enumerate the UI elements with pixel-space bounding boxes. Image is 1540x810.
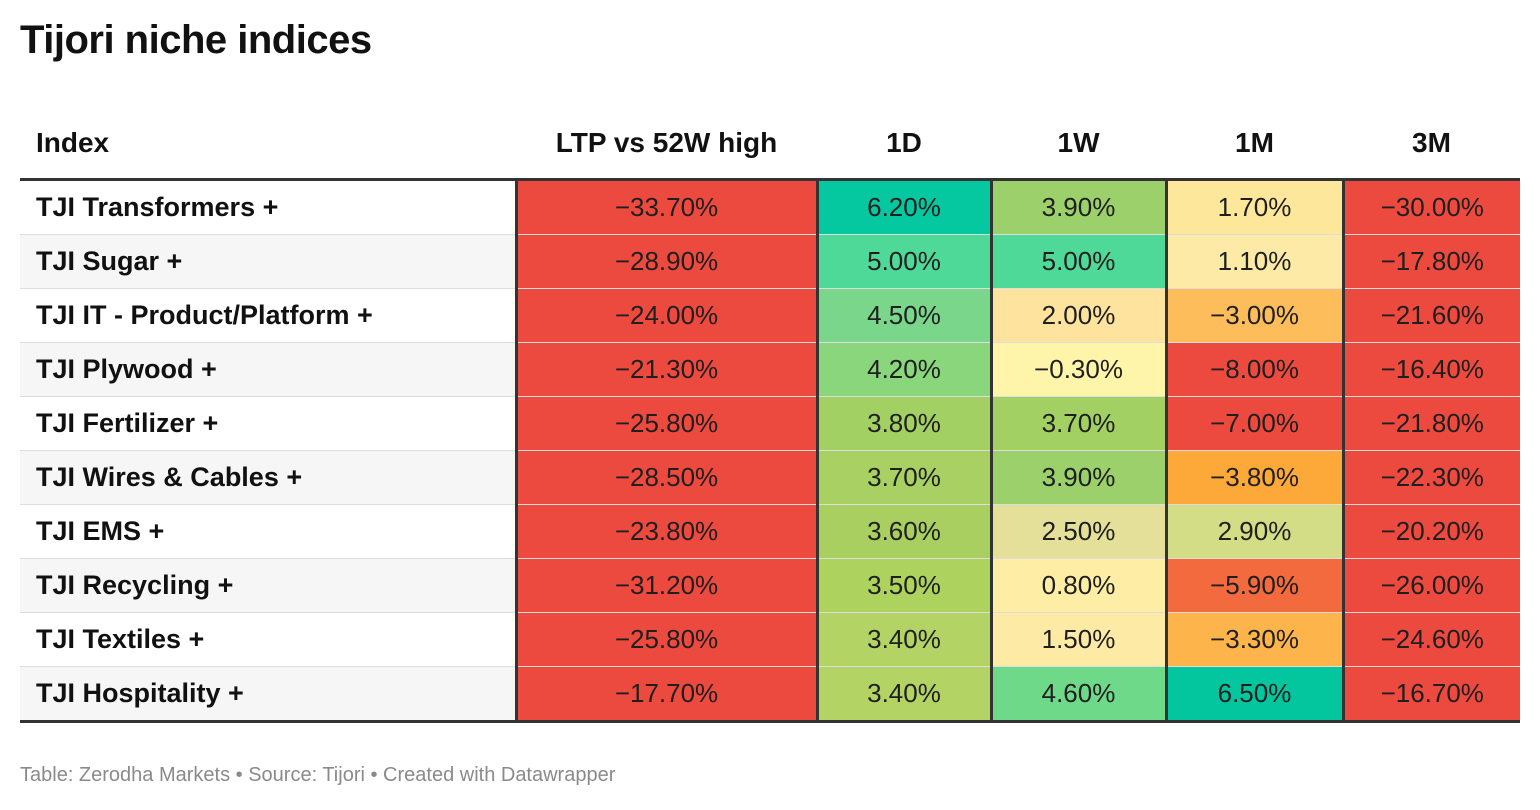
value-cell-1w: 4.60%	[989, 666, 1166, 723]
column-header-1w[interactable]: 1W	[991, 108, 1166, 181]
table-row: TJI Wires & Cables + −28.50% 3.70% 3.90% −3.…	[20, 450, 1520, 505]
column-header-1m[interactable]: 1M	[1166, 108, 1343, 181]
column-header-ltp-vs-52w-high[interactable]: LTP vs 52W high	[516, 108, 817, 181]
value-cell-1w: 3.90%	[989, 450, 1166, 505]
index-name-cell: TJI Plywood +	[20, 342, 516, 397]
value-cell-3m: −21.80%	[1341, 396, 1520, 451]
value-cell-1d: 3.40%	[815, 666, 991, 723]
value-cell-1m: 2.90%	[1164, 504, 1343, 559]
value-cell-ltp-vs-52w-high: −33.70%	[514, 179, 817, 235]
value-cell-ltp-vs-52w-high: −31.20%	[514, 558, 817, 613]
value-cell-ltp-vs-52w-high: −23.80%	[514, 504, 817, 559]
value-cell-1d: 5.00%	[815, 234, 991, 289]
table-row: TJI Hospitality + −17.70% 3.40% 4.60% 6.50% −…	[20, 666, 1520, 723]
indices-table: Index LTP vs 52W high 1D 1W 1M 3M TJI Tr…	[20, 108, 1520, 723]
value-cell-1d: 3.40%	[815, 612, 991, 667]
index-name-cell: TJI Textiles +	[20, 612, 516, 667]
value-cell-1m: 1.10%	[1164, 234, 1343, 289]
index-name-cell: TJI Fertilizer +	[20, 396, 516, 451]
value-cell-ltp-vs-52w-high: −28.90%	[514, 234, 817, 289]
value-cell-1d: 3.50%	[815, 558, 991, 613]
page-title: Tijori niche indices	[20, 18, 372, 62]
value-cell-1d: 3.80%	[815, 396, 991, 451]
table-row: TJI Fertilizer + −25.80% 3.80% 3.70% −7.00% −…	[20, 396, 1520, 451]
table-row: TJI Transformers + −33.70% 6.20% 3.90% 1.70%…	[20, 179, 1520, 235]
value-cell-1d: 3.70%	[815, 450, 991, 505]
value-cell-1d: 4.50%	[815, 288, 991, 343]
value-cell-1w: 3.70%	[989, 396, 1166, 451]
index-name-cell: TJI Wires & Cables +	[20, 450, 516, 505]
table-row: TJI Plywood + −21.30% 4.20% −0.30% −8.00% −16…	[20, 342, 1520, 397]
value-cell-1m: −8.00%	[1164, 342, 1343, 397]
header-row: Index LTP vs 52W high 1D 1W 1M 3M	[20, 108, 1520, 181]
value-cell-3m: −16.70%	[1341, 666, 1520, 723]
value-cell-ltp-vs-52w-high: −28.50%	[514, 450, 817, 505]
table-row: TJI IT - Product/Platform + −24.00% 4.50% 2…	[20, 288, 1520, 343]
index-name-cell: TJI Hospitality +	[20, 666, 516, 723]
footer-credit: Table: Zerodha Markets • Source: Tijori …	[20, 764, 616, 786]
value-cell-1w: 3.90%	[989, 179, 1166, 235]
value-cell-3m: −24.60%	[1341, 612, 1520, 667]
value-cell-3m: −21.60%	[1341, 288, 1520, 343]
index-name-cell: TJI Recycling +	[20, 558, 516, 613]
table-row: TJI EMS + −23.80% 3.60% 2.50% 2.90% −20.20%	[20, 504, 1520, 559]
table-body: TJI Transformers + −33.70% 6.20% 3.90% 1.70%…	[20, 179, 1520, 723]
index-name-cell: TJI Sugar +	[20, 234, 516, 289]
value-cell-3m: −22.30%	[1341, 450, 1520, 505]
table-row: TJI Recycling + −31.20% 3.50% 0.80% −5.90% −2…	[20, 558, 1520, 613]
value-cell-1w: 2.00%	[989, 288, 1166, 343]
value-cell-1d: 4.20%	[815, 342, 991, 397]
value-cell-ltp-vs-52w-high: −17.70%	[514, 666, 817, 723]
column-header-3m[interactable]: 3M	[1343, 108, 1520, 181]
value-cell-3m: −16.40%	[1341, 342, 1520, 397]
value-cell-1m: −3.00%	[1164, 288, 1343, 343]
value-cell-ltp-vs-52w-high: −24.00%	[514, 288, 817, 343]
value-cell-1m: −7.00%	[1164, 396, 1343, 451]
value-cell-1w: 1.50%	[989, 612, 1166, 667]
table-row: TJI Textiles + −25.80% 3.40% 1.50% −3.30% −24…	[20, 612, 1520, 667]
value-cell-1w: 0.80%	[989, 558, 1166, 613]
value-cell-3m: −17.80%	[1341, 234, 1520, 289]
value-cell-1m: −3.80%	[1164, 450, 1343, 505]
column-header-index[interactable]: Index	[20, 108, 516, 181]
value-cell-1d: 6.20%	[815, 179, 991, 235]
value-cell-1m: −5.90%	[1164, 558, 1343, 613]
value-cell-1m: 6.50%	[1164, 666, 1343, 723]
value-cell-1w: 5.00%	[989, 234, 1166, 289]
value-cell-1m: 1.70%	[1164, 179, 1343, 235]
value-cell-ltp-vs-52w-high: −25.80%	[514, 612, 817, 667]
value-cell-3m: −20.20%	[1341, 504, 1520, 559]
value-cell-ltp-vs-52w-high: −25.80%	[514, 396, 817, 451]
value-cell-3m: −30.00%	[1341, 179, 1520, 235]
value-cell-1m: −3.30%	[1164, 612, 1343, 667]
value-cell-1w: 2.50%	[989, 504, 1166, 559]
value-cell-ltp-vs-52w-high: −21.30%	[514, 342, 817, 397]
value-cell-1w: −0.30%	[989, 342, 1166, 397]
index-name-cell: TJI Transformers +	[20, 179, 516, 235]
value-cell-1d: 3.60%	[815, 504, 991, 559]
column-header-1d[interactable]: 1D	[817, 108, 991, 181]
value-cell-3m: −26.00%	[1341, 558, 1520, 613]
table-row: TJI Sugar + −28.90% 5.00% 5.00% 1.10% −17.80%	[20, 234, 1520, 289]
index-name-cell: TJI IT - Product/Platform +	[20, 288, 516, 343]
index-name-cell: TJI EMS +	[20, 504, 516, 559]
